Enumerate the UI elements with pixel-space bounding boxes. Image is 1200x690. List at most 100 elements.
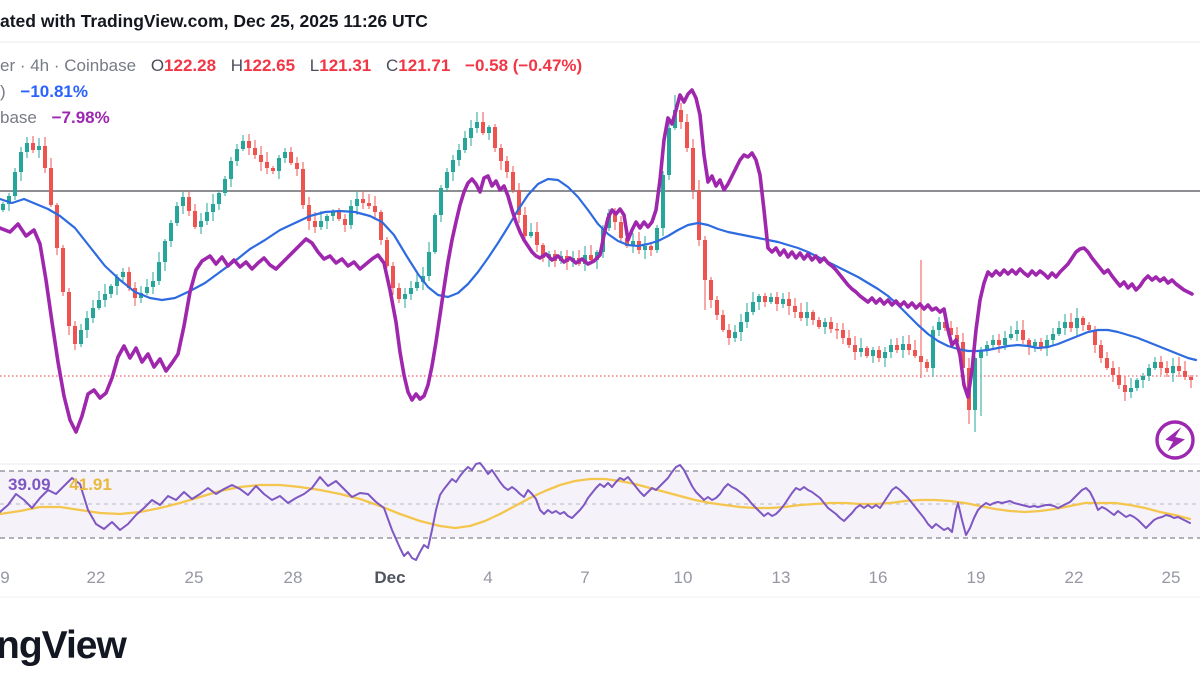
time-axis[interactable]: 9 22 25 28 Dec 4 7 10 13 16 19 22 25 [0, 568, 1200, 592]
candle-body [817, 320, 821, 327]
candle-body [847, 338, 851, 345]
candle-body [457, 150, 461, 160]
candle-body [319, 221, 323, 227]
candle-body [289, 152, 293, 163]
candle-body [913, 350, 917, 356]
candle-body [499, 148, 503, 161]
candle-body [943, 322, 947, 328]
candle-body [907, 344, 911, 350]
x-axis-label: 22 [1064, 568, 1084, 587]
candle-body [1051, 334, 1055, 340]
candle-body [415, 282, 419, 288]
candle-body [7, 196, 11, 204]
x-axis-label: 16 [868, 568, 888, 587]
candle-body [853, 345, 857, 352]
candle-body [697, 190, 701, 240]
candle-body [883, 352, 887, 358]
high-value: 122.65 [243, 56, 296, 75]
candle-body [955, 335, 959, 342]
candle-body [79, 330, 83, 344]
candle-body [805, 312, 809, 318]
candle-body [841, 330, 845, 338]
indicator-legend-row-1: ) −10.81% [0, 79, 582, 105]
candle-body [751, 302, 755, 312]
indicator1-value: −10.81% [20, 82, 88, 101]
candle-body [865, 348, 869, 356]
candle-body [787, 299, 791, 306]
candle-body [55, 205, 59, 248]
candle-body [73, 326, 77, 344]
high-label: H [230, 56, 244, 75]
candle-body [211, 204, 215, 212]
candle-body [1147, 368, 1151, 376]
candle-body [385, 240, 389, 266]
candle-body [1099, 345, 1103, 358]
candle-body [367, 203, 371, 206]
candle-body [1015, 330, 1019, 334]
candle-body [535, 232, 539, 245]
candle-body [229, 161, 233, 179]
candle-body [811, 312, 815, 320]
candle-body [649, 246, 653, 250]
x-axis-label: 28 [283, 568, 303, 587]
snapshot-title: ated with TradingView.com, Dec 25, 2025 … [0, 11, 428, 31]
candle-body [1081, 318, 1085, 325]
candle-body [679, 110, 683, 122]
candle-body [1171, 366, 1175, 373]
candle-body [739, 322, 743, 332]
rsi-value: 39.09 [8, 475, 51, 494]
candle-body [121, 272, 125, 277]
candle-body [397, 288, 401, 299]
candle-body [631, 241, 635, 246]
candle-body [769, 297, 773, 302]
candle-body [181, 197, 185, 206]
candle-body [1057, 328, 1061, 334]
candle-body [271, 168, 275, 171]
candle-body [1141, 376, 1145, 380]
low-value: 121.31 [319, 56, 372, 75]
comparison-line-purple [0, 88, 1194, 434]
low-label: L [309, 56, 320, 75]
candle-body [307, 205, 311, 221]
rsi-line-purple [0, 462, 1191, 561]
candle-body [1009, 334, 1013, 338]
candle-body [85, 318, 89, 330]
candle-body [793, 306, 797, 312]
candle-body [1027, 340, 1031, 346]
candle-body [259, 155, 263, 162]
candle-body [451, 160, 455, 172]
candle-body [901, 344, 905, 350]
candle-body [727, 330, 731, 338]
candle-body [295, 163, 299, 169]
chart-legend: er · 4h · Coinbase O122.28 H122.65 L121.… [0, 53, 582, 131]
candle-body [835, 329, 839, 331]
indicator1-name-truncated: ) [0, 82, 6, 101]
candle-body [721, 315, 725, 330]
candle-body [445, 172, 449, 188]
x-axis-label: 9 [0, 568, 10, 587]
candle-body [661, 175, 665, 228]
candle-body [991, 340, 995, 345]
indicator-legend-row-2: base −7.98% [0, 105, 582, 131]
candle-body [1033, 342, 1037, 346]
candle-body [325, 216, 329, 221]
lightning-button[interactable] [1153, 418, 1197, 462]
candle-body [331, 212, 335, 216]
candle-body [511, 172, 515, 190]
candle-body [895, 345, 899, 350]
candle-body [667, 128, 671, 175]
x-axis-label: 13 [771, 568, 791, 587]
indicator2-name-truncated: base [0, 108, 37, 127]
close-label: C [386, 56, 399, 75]
candle-body [1177, 366, 1181, 371]
candle-body [151, 281, 155, 287]
rsi-ma-value: 41.91 [69, 475, 112, 494]
candle-body [391, 266, 395, 288]
candle-body [871, 350, 875, 356]
candle-body [973, 358, 977, 410]
lightning-icon [1155, 420, 1195, 460]
rsi-ma-line-yellow [0, 477, 1192, 530]
candle-body [49, 168, 53, 205]
candle-body [931, 330, 935, 368]
